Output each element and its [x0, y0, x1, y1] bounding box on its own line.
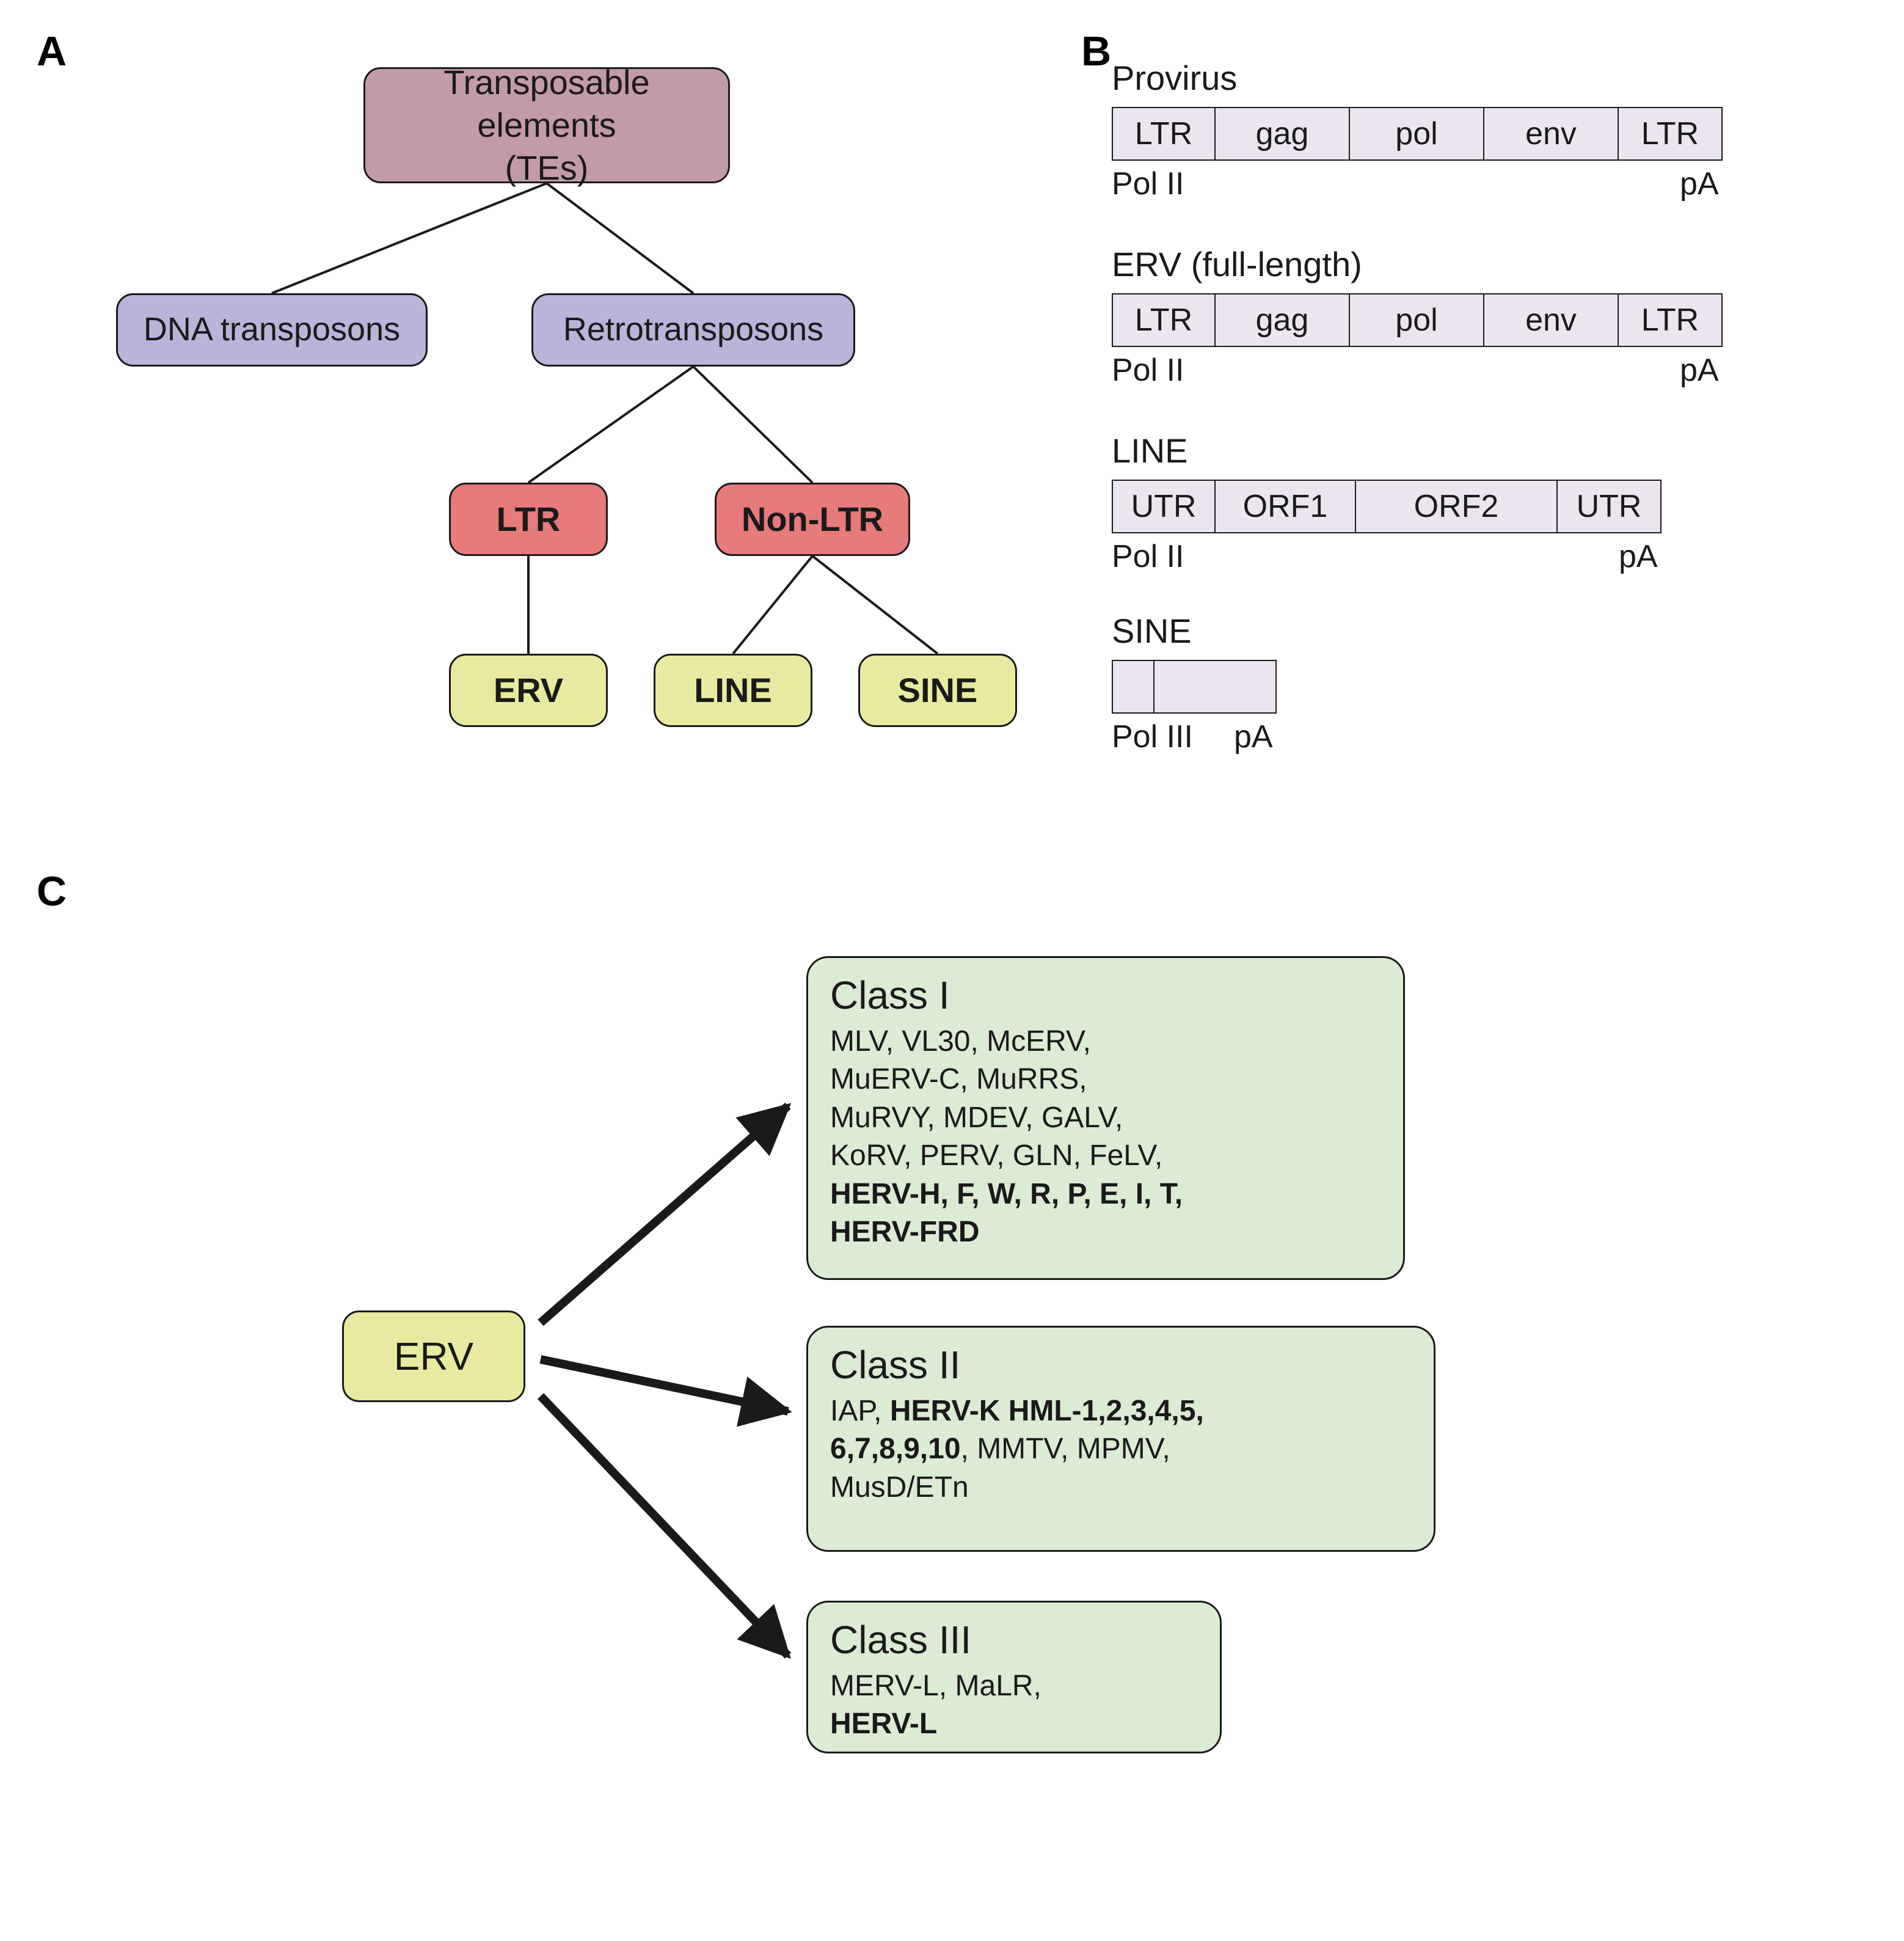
- class-arrows: [0, 0, 1904, 1941]
